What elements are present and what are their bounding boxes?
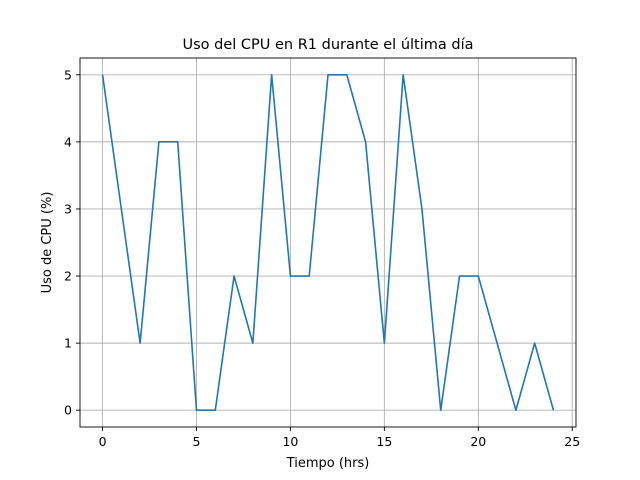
y-tick-label: 4 [64, 134, 72, 149]
x-tick-label: 0 [99, 434, 107, 449]
y-tick-label: 5 [64, 67, 72, 82]
axis-ticks: 0 5 10 15 20 25 0 1 2 3 4 5 [64, 67, 580, 449]
plot-series [101, 73, 555, 412]
x-tick-label: 15 [376, 434, 392, 449]
x-tick-label: 5 [193, 434, 201, 449]
x-tick-label: 10 [282, 434, 298, 449]
y-tick-label: 3 [64, 201, 72, 216]
plot-frame [79, 57, 577, 428]
cpu-usage-series-line [101, 73, 555, 412]
y-axis-label: Uso de CPU (%) [40, 192, 55, 294]
x-tick-label: 25 [564, 434, 580, 449]
y-tick-label: 2 [64, 269, 72, 284]
x-tick-label: 20 [470, 434, 486, 449]
x-axis-label: Tiempo (hrs) [286, 456, 370, 471]
y-tick-label: 1 [64, 336, 72, 351]
y-tick-label: 0 [64, 403, 72, 418]
chart-title: Uso del CPU en R1 durante el última día [182, 37, 473, 53]
